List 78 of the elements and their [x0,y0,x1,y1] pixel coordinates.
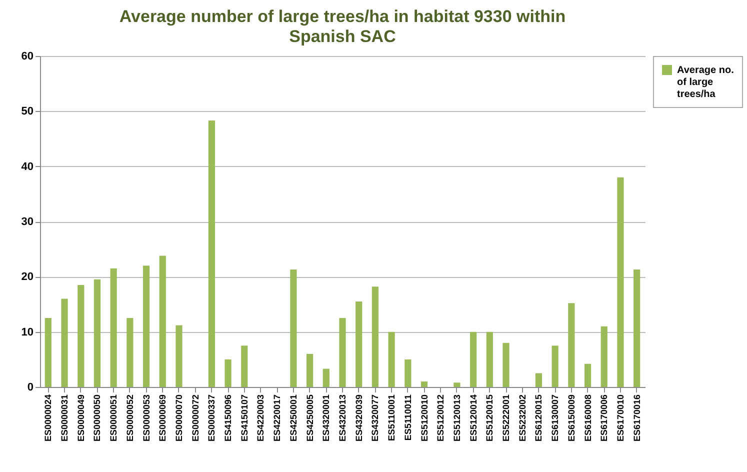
x-tick-label: ES4250001 [288,394,298,442]
x-tick-label: ES6130007 [550,394,560,442]
bar [470,332,477,387]
bar [290,269,297,387]
x-tick-label: ES6150009 [566,394,576,442]
x-tick-label: ES0000051 [108,394,119,442]
x-tick-label: ES4150107 [239,394,250,442]
bar [126,318,134,387]
x-tick-label: ES5120015 [484,394,495,442]
bar [388,332,395,387]
x-tick-label: ES5120010 [419,394,430,442]
y-tick-label: 40 [21,160,34,173]
y-tick-label: 20 [21,271,34,284]
x-tick-label: ES0000031 [60,394,70,442]
y-tick-label: 10 [21,326,34,338]
bar [552,346,558,387]
bar [322,368,330,387]
x-tick-label: ES4320077 [370,394,380,442]
x-tick-label: ES5110001 [386,394,397,442]
x-tick-label: ES0000052 [124,394,135,442]
x-tick-label: ES0000337 [206,394,217,442]
bar [44,318,52,387]
bar [535,373,542,387]
x-tick-label: ES0000069 [158,394,168,442]
y-tick-label: 50 [21,106,34,118]
bar [634,269,640,387]
x-tick-label: ES6120015 [534,394,544,442]
bar [568,303,575,387]
x-tick-label: ES4150096 [223,394,234,442]
bar [110,268,117,387]
x-tick-label: ES4220017 [272,394,282,442]
bar [372,286,379,387]
x-tick-label: ES0000070 [174,394,184,442]
x-tick-label: ES4320013 [338,394,348,442]
bar [224,359,232,387]
x-tick-label: ES6170016 [632,394,642,442]
bar [420,381,428,387]
x-tick-label: ES4320001 [321,394,332,442]
x-tick-label: ES5120012 [436,394,446,442]
x-tick-label: ES0000053 [141,394,152,442]
y-tick-label: 60 [21,50,34,62]
y-tick-label: 30 [21,216,34,228]
bar [61,298,68,387]
x-tick-label: ES4250005 [304,394,315,442]
bar [502,342,510,387]
bar [306,354,314,387]
bar [404,359,412,387]
x-tick-label: ES5222001 [501,394,512,442]
legend-label: Average no. of large trees/ha [677,65,734,100]
y-tick-label: 0 [27,382,34,394]
x-tick-label: ES6170006 [599,394,610,442]
bar [94,279,101,387]
bar [584,364,592,387]
bar [356,301,362,387]
bar [78,284,84,387]
x-tick-label: ES0000049 [76,394,86,442]
bar [600,326,608,387]
bar [486,332,493,387]
bar [454,382,460,387]
x-tick-label: ES4320039 [354,394,364,442]
x-tick-label: ES6160008 [582,394,593,442]
x-tick-label: ES0000072 [190,394,200,442]
x-tick-label: ES5120013 [452,394,462,442]
x-tick-label: ES6170010 [615,394,626,442]
x-tick-label: ES4220003 [256,394,266,442]
bar [142,266,150,387]
x-tick-label: ES0000050 [92,394,102,442]
bar [241,346,248,387]
bar [159,256,166,387]
bar [617,177,624,387]
x-tick-label: ES5110011 [402,394,413,441]
x-tick-label: ES0000024 [43,394,54,442]
bar [176,325,182,387]
x-tick-label: ES5120014 [468,394,478,442]
chart-title: Average number of large trees/ha in habitat 9330 within Spanish SAC [119,7,566,46]
bar [339,318,346,387]
bar [208,120,215,387]
x-tick-label: ES5232002 [517,394,528,442]
